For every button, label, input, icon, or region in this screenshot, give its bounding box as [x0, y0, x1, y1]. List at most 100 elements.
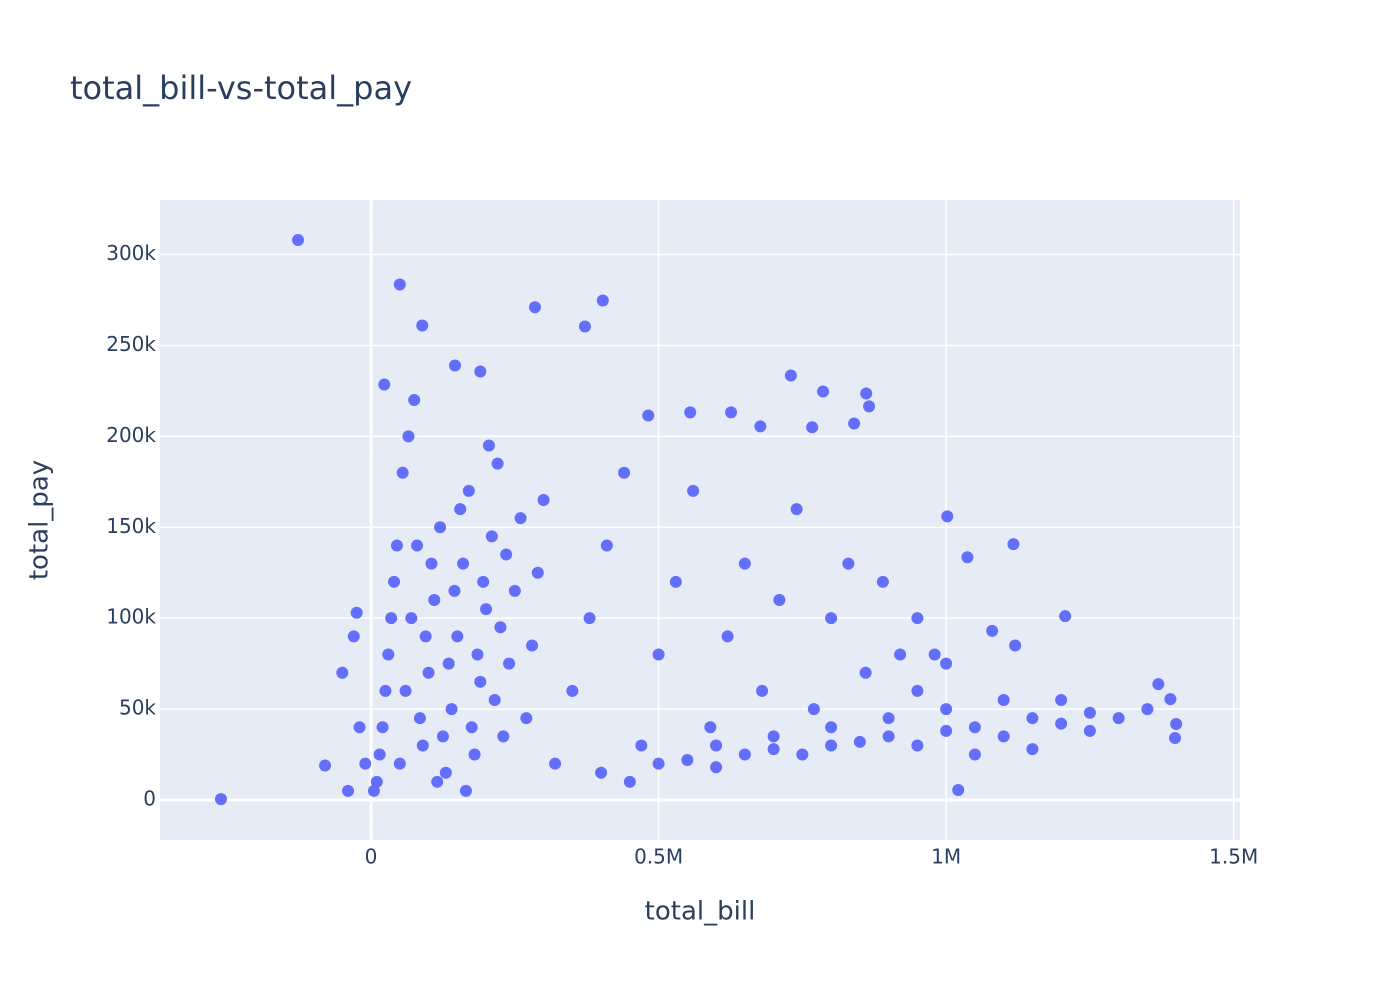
- point: [941, 510, 954, 523]
- point: [434, 521, 447, 534]
- point: [497, 730, 510, 743]
- point: [393, 278, 406, 291]
- point: [454, 503, 467, 516]
- point: [669, 575, 682, 588]
- point: [488, 694, 501, 706]
- point: [439, 766, 452, 779]
- point: [583, 612, 596, 625]
- point: [431, 775, 444, 788]
- chart-title: total_bill-vs-total_pay: [70, 69, 412, 107]
- point: [710, 739, 723, 752]
- point: [721, 630, 734, 643]
- x-tick-label: 0: [365, 845, 378, 869]
- point: [578, 320, 591, 333]
- x-tick-label: 0.5M: [634, 845, 683, 869]
- point: [940, 724, 953, 737]
- point: [882, 730, 895, 743]
- point: [468, 748, 481, 761]
- point: [725, 406, 738, 419]
- point: [465, 721, 478, 734]
- point: [353, 721, 366, 734]
- point: [596, 294, 609, 307]
- point: [784, 369, 797, 382]
- point: [442, 657, 455, 670]
- point: [471, 648, 484, 661]
- point: [436, 730, 449, 743]
- point: [526, 639, 539, 652]
- x-tick-label: 1.5M: [1209, 845, 1258, 869]
- point: [1009, 639, 1022, 652]
- y-axis-title: total_pay: [25, 460, 55, 580]
- y-tick-label: 100k: [106, 605, 156, 629]
- point: [500, 548, 513, 561]
- point: [968, 748, 981, 761]
- point: [388, 575, 401, 588]
- point: [687, 484, 700, 497]
- point: [402, 430, 415, 443]
- point: [214, 793, 227, 806]
- point: [1026, 743, 1039, 756]
- point: [595, 766, 608, 779]
- point: [986, 624, 999, 637]
- point: [376, 721, 389, 734]
- point: [940, 703, 953, 716]
- point: [347, 630, 360, 643]
- point: [1055, 717, 1068, 730]
- point: [1152, 678, 1165, 691]
- x-tick-label: 1M: [931, 845, 961, 869]
- point: [336, 666, 349, 679]
- point: [940, 657, 953, 670]
- point: [416, 739, 429, 752]
- point: [623, 775, 636, 788]
- point: [968, 721, 981, 734]
- point: [806, 421, 819, 434]
- point: [508, 584, 521, 597]
- point: [754, 420, 767, 433]
- point: [373, 748, 386, 761]
- point: [961, 551, 974, 564]
- point: [416, 319, 429, 332]
- point: [319, 759, 332, 772]
- point: [825, 612, 838, 625]
- point: [767, 743, 780, 756]
- x-axis-title: total_bill: [645, 897, 756, 927]
- point: [370, 775, 383, 788]
- point: [1083, 706, 1096, 719]
- point: [756, 684, 769, 697]
- point: [494, 621, 507, 634]
- point: [474, 675, 487, 688]
- point: [882, 712, 895, 725]
- point: [1083, 724, 1096, 737]
- point: [393, 757, 406, 770]
- point: [860, 387, 873, 400]
- point: [549, 757, 562, 770]
- point: [859, 666, 872, 679]
- point: [1026, 712, 1039, 725]
- point: [773, 594, 786, 606]
- point: [1170, 718, 1183, 730]
- point: [385, 612, 398, 625]
- point: [1141, 703, 1154, 716]
- point: [405, 612, 418, 625]
- point: [684, 406, 697, 419]
- point: [359, 757, 372, 770]
- point: [807, 703, 820, 716]
- plot-area: [160, 200, 1240, 840]
- point: [876, 575, 889, 588]
- point: [817, 385, 830, 398]
- point: [767, 730, 780, 743]
- point: [474, 365, 487, 378]
- point: [704, 721, 717, 734]
- point: [485, 530, 498, 543]
- point: [1112, 712, 1125, 725]
- point: [537, 494, 550, 506]
- point: [408, 394, 421, 406]
- point: [796, 748, 809, 761]
- point: [997, 730, 1010, 743]
- point: [911, 612, 924, 625]
- point: [480, 603, 493, 616]
- point: [520, 712, 533, 725]
- point: [449, 359, 462, 372]
- point: [1055, 694, 1068, 706]
